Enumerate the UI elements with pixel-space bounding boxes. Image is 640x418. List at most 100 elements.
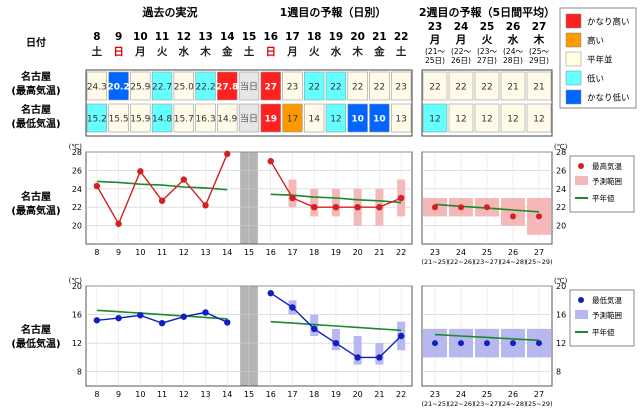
week2-max-row-cell (526, 71, 552, 101)
y-tick-label-right: 20 (556, 222, 566, 231)
x-tick-label: 8 (94, 248, 99, 257)
legend-label-range: 予測範囲 (592, 310, 622, 320)
min-row-label-line2: (最低気温) (11, 117, 60, 130)
week2-range-line2: 27日) (477, 56, 497, 65)
week2-x-range-label: (25~29) (525, 400, 552, 408)
x-tick-label: 16 (266, 390, 276, 399)
week2-point (510, 213, 516, 220)
day-weekday: 水 (178, 45, 190, 58)
week2-point (432, 340, 438, 347)
week2-x-tick-label: 24 (456, 248, 466, 257)
min-row-value: 15.7 (174, 115, 194, 125)
max-row-value: 27.8 (216, 83, 238, 93)
min-row-value: 10 (373, 115, 386, 125)
min-row-value: 13 (395, 115, 406, 125)
week2-x-tick-label: 25 (482, 390, 492, 399)
week2-max-row-cell (448, 71, 474, 101)
week2-min-row-value: 12 (455, 115, 466, 125)
legend-label-series: 最高気温 (592, 161, 622, 171)
day-weekday: 金 (221, 45, 233, 58)
observed-point (93, 182, 101, 190)
forecast-range-bar (331, 328, 340, 351)
week2-point (458, 204, 464, 211)
observed-point (158, 319, 166, 327)
observed-point (224, 150, 231, 158)
x-tick-label: 20 (353, 248, 363, 257)
max-row-cell (173, 71, 194, 101)
week2-day-number: 27 (532, 21, 547, 33)
x-tick-label: 8 (94, 390, 99, 399)
week2-min-row-cell (500, 103, 526, 133)
day-number: 13 (198, 31, 213, 43)
day-weekday: 火 (157, 46, 168, 58)
min-row-value: 12 (330, 115, 341, 125)
min-row-value: 15.9 (130, 115, 150, 125)
max-row-cell (260, 71, 281, 101)
max-row-cell (108, 71, 129, 101)
week2-day-weekday: 木 (533, 33, 545, 46)
forecast-point (354, 204, 361, 211)
forecast-range-bar (310, 188, 319, 217)
min-temp-chart: 8 8 12 12 16 16 20 20 8 9 10 11 12 13 14 15 16 17 18 19 20 21… (69, 277, 635, 408)
week2-min-row-cell (422, 103, 448, 133)
day-weekday: 月 (134, 46, 146, 58)
day-weekday: 土 (92, 45, 103, 58)
min-row-value: 15.5 (109, 115, 129, 125)
week2-max-row-cell (422, 71, 448, 101)
x-tick-label: 15 (244, 248, 254, 257)
week2-min-row-value: 12 (429, 115, 440, 125)
day-weekday: 木 (199, 45, 211, 58)
x-tick-label: 15 (244, 390, 254, 399)
max-row-value: 22 (352, 83, 363, 93)
week2-day-number: 25 (480, 21, 495, 33)
x-tick-label: 19 (331, 390, 341, 399)
y-tick-label: 24 (72, 185, 82, 194)
week2-max-row-cell (474, 71, 500, 101)
forecast-point (311, 325, 318, 333)
min-row-value: 10 (351, 115, 364, 125)
max-row-label-line2: (最高気温) (11, 84, 60, 97)
day-number: 19 (329, 31, 344, 43)
x-tick-label: 22 (396, 248, 406, 257)
x-tick-label: 19 (331, 248, 341, 257)
week2-min-row-value: 12 (507, 115, 518, 125)
week2-day-weekday: 火 (482, 34, 493, 46)
observed-point (115, 220, 122, 227)
day-weekday: 木 (351, 45, 363, 58)
week2-point (510, 340, 516, 347)
category-label: 平年並 (587, 55, 613, 66)
max-row-cell (86, 71, 108, 101)
week2-day-weekday: 水 (507, 33, 519, 46)
chart2-label-line1: 名古屋 (21, 323, 51, 336)
normal-line-forecast (270, 320, 402, 332)
week2-title: 2週目の予報（5日間平均） (419, 5, 555, 19)
week2-point (484, 204, 490, 211)
min-row-value: 15.2 (87, 115, 107, 125)
x-tick-label: 16 (266, 248, 276, 257)
max-row-cell (390, 71, 412, 101)
max-row-cell (130, 71, 151, 101)
observed-point (180, 176, 187, 183)
week2-day-number: 23 (428, 21, 443, 33)
week2-range-line1: (25〜 (529, 47, 549, 56)
week1-title: 1週目の予報（日別） (280, 5, 387, 19)
forecast-range-bar (353, 336, 362, 365)
legend-label-normal: 平年値 (592, 193, 615, 203)
week2-day-weekday: 月 (429, 34, 441, 46)
y-tick-label: 22 (72, 203, 82, 212)
week2-x-tick-label: 26 (508, 248, 518, 257)
x-tick-label: 11 (157, 390, 167, 399)
week2-max-row-value: 21 (533, 83, 544, 93)
table-frame (85, 69, 413, 137)
day-number: 20 (350, 31, 365, 43)
day-number: 17 (285, 31, 300, 43)
min-row-cell (347, 103, 368, 133)
day-number: 9 (115, 31, 122, 43)
week2-range-line1: (24〜 (503, 47, 523, 56)
forecast-range-bar (331, 188, 340, 217)
week2-x-range-label: (21~25) (421, 400, 448, 408)
x-tick-label: 14 (222, 248, 232, 257)
week2-min-row-value: 12 (481, 115, 492, 125)
